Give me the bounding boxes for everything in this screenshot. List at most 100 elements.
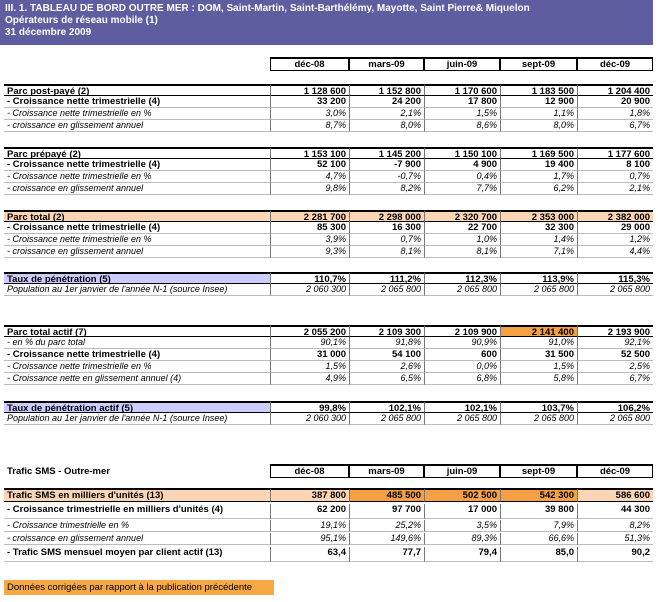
row-label: - Croissance nette en glissement annuel … xyxy=(4,373,270,385)
cell-value: 2 065 800 xyxy=(500,413,577,425)
cell-value: 25,2% xyxy=(349,520,424,532)
cell-value: 103,7% xyxy=(500,401,577,413)
cell-value: 2 065 800 xyxy=(424,284,500,296)
cell-value: 6,2% xyxy=(500,183,577,195)
cell-value: 8,0% xyxy=(500,120,577,132)
cell-value: 2 060 300 xyxy=(270,413,349,425)
cell-value: 2 298 000 xyxy=(349,210,424,222)
cell-value: 502 500 xyxy=(424,488,500,502)
cell-value: 3,9% xyxy=(270,234,349,246)
column-header: sept-09 xyxy=(500,464,577,478)
row-label: - Trafic SMS mensuel moyen par client ac… xyxy=(4,547,270,562)
cell-value: 2 065 800 xyxy=(349,284,424,296)
cell-value: 1,0% xyxy=(424,234,500,246)
cell-value: 12 900 xyxy=(500,96,577,108)
cell-value: 586 600 xyxy=(577,488,653,502)
row-label: - Croissance nette trimestrielle (4) xyxy=(4,159,270,171)
cell-value: 4,9% xyxy=(270,373,349,385)
cell-value: 17 800 xyxy=(424,96,500,108)
cell-value: 2,5% xyxy=(577,361,653,373)
cell-value: 22 700 xyxy=(424,222,500,234)
cell-value: 5,8% xyxy=(500,373,577,385)
column-header: mars-09 xyxy=(349,464,424,478)
cell-value: 52 100 xyxy=(270,159,349,171)
cell-value: 149,6% xyxy=(349,533,424,545)
cell-value: 54 100 xyxy=(349,349,424,361)
cell-value: 16 300 xyxy=(349,222,424,234)
cell-value: 2 065 800 xyxy=(500,284,577,296)
cell-value: 8,2% xyxy=(577,520,653,532)
cell-value: 1 204 400 xyxy=(577,84,653,96)
cell-value: 2 109 900 xyxy=(424,325,500,337)
cell-value: 33 200 xyxy=(270,96,349,108)
cell-value: 32 300 xyxy=(500,222,577,234)
cell-value: 51,3% xyxy=(577,533,653,545)
cell-value: 8,7% xyxy=(270,120,349,132)
cell-value: 0,0% xyxy=(424,361,500,373)
cell-value: 19,1% xyxy=(270,520,349,532)
cell-value: 4 900 xyxy=(424,159,500,171)
row-label: - Croissance nette trimestrielle en % xyxy=(4,171,270,183)
cell-value: 7,9% xyxy=(500,520,577,532)
cell-value: 90,1% xyxy=(270,337,349,349)
cell-value: 4,4% xyxy=(577,246,653,258)
cell-value: 17 000 xyxy=(424,504,500,519)
cell-value: 1 183 500 xyxy=(500,84,577,96)
cell-value: 20 900 xyxy=(577,96,653,108)
cell-value: 2 109 300 xyxy=(349,325,424,337)
cell-value: 2 060 300 xyxy=(270,284,349,296)
footnote: Données corrigées par rapport à la publi… xyxy=(4,580,274,595)
cell-value: 1 170 600 xyxy=(424,84,500,96)
cell-value: 19 400 xyxy=(500,159,577,171)
cell-value: 66,6% xyxy=(500,533,577,545)
cell-value: 31 000 xyxy=(270,349,349,361)
cell-value: 52 500 xyxy=(577,349,653,361)
header-title: III. 1. TABLEAU DE BORD OUTRE MER : DOM,… xyxy=(5,3,530,14)
cell-value: 7,7% xyxy=(424,183,500,195)
cell-value: 2 065 800 xyxy=(577,413,653,425)
cell-value: 1,5% xyxy=(270,361,349,373)
cell-value: 6,7% xyxy=(577,120,653,132)
cell-value: 2,1% xyxy=(577,183,653,195)
cell-value: 4,7% xyxy=(270,171,349,183)
column-header: déc-09 xyxy=(577,57,653,71)
cell-value: 102,1% xyxy=(349,401,424,413)
cell-value: 1 169 500 xyxy=(500,147,577,159)
cell-value: 1 128 600 xyxy=(270,84,349,96)
row-label: Parc post-payé (2) xyxy=(4,84,270,96)
cell-value: 77,7 xyxy=(349,547,424,562)
cell-value: 7,1% xyxy=(500,246,577,258)
sms-title: Trafic SMS - Outre-mer xyxy=(7,466,110,477)
cell-value: 85,0 xyxy=(500,547,577,562)
cell-value: 2 281 700 xyxy=(270,210,349,222)
cell-value: 62 200 xyxy=(270,504,349,519)
row-label: - Croissance nette trimestrielle (4) xyxy=(4,349,270,361)
row-label: - croissance en glissement annuel xyxy=(4,183,270,195)
row-label: Taux de pénétration actif (5) xyxy=(4,401,270,413)
cell-value: 79,4 xyxy=(424,547,500,562)
cell-value: 1 145 200 xyxy=(349,147,424,159)
row-label: Population au 1er janvier de l'année N-1… xyxy=(4,284,270,296)
column-header: juin-09 xyxy=(424,464,500,478)
cell-value: 8,1% xyxy=(424,246,500,258)
cell-value: 6,8% xyxy=(424,373,500,385)
cell-value: 97 700 xyxy=(349,504,424,519)
cell-value: 24 200 xyxy=(349,96,424,108)
cell-value: 115,3% xyxy=(577,272,653,284)
cell-value: 3,5% xyxy=(424,520,500,532)
row-label: - croissance en glissement annuel xyxy=(4,533,270,545)
cell-value: 2 055 200 xyxy=(270,325,349,337)
cell-value: 91,8% xyxy=(349,337,424,349)
row-label: - Croissance nette trimestrielle en % xyxy=(4,234,270,246)
cell-value: 9,3% xyxy=(270,246,349,258)
cell-value: 99,8% xyxy=(270,401,349,413)
row-label: - Croissance trimestrielle en milliers d… xyxy=(4,504,270,519)
cell-value: 9,8% xyxy=(270,183,349,195)
cell-value: 2,6% xyxy=(349,361,424,373)
cell-value: 39 800 xyxy=(500,504,577,519)
cell-value: 1,5% xyxy=(500,361,577,373)
cell-value: 8,2% xyxy=(349,183,424,195)
cell-value: 106,2% xyxy=(577,401,653,413)
cell-value: 110,7% xyxy=(270,272,349,284)
